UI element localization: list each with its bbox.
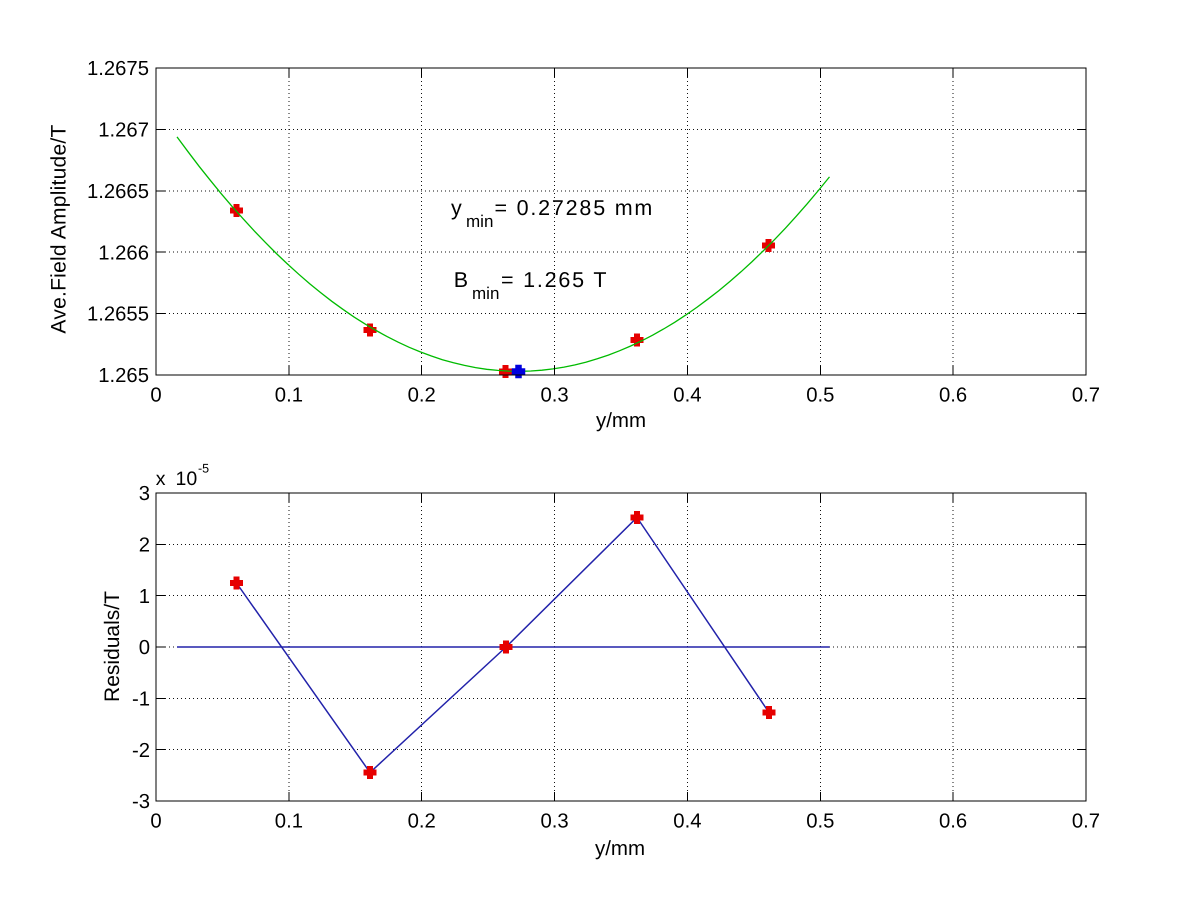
svg-text:0.3: 0.3 (540, 384, 568, 406)
svg-text:0.4: 0.4 (673, 811, 701, 833)
svg-text:0.4: 0.4 (673, 384, 701, 406)
svg-text:B: B (454, 268, 470, 292)
svg-text:y: y (451, 196, 464, 220)
svg-text:-1: -1 (132, 688, 150, 710)
svg-text:0.7: 0.7 (1072, 811, 1100, 833)
svg-text:1: 1 (139, 586, 150, 608)
svg-text:0.1: 0.1 (275, 811, 303, 833)
svg-text:10: 10 (176, 468, 198, 490)
svg-text:Ave.Field Amplitude/T: Ave.Field Amplitude/T (48, 124, 71, 333)
svg-text:Residuals/T: Residuals/T (101, 591, 124, 702)
svg-text:0.2: 0.2 (408, 811, 436, 833)
svg-text:1.2675: 1.2675 (87, 58, 149, 80)
svg-text:0.5: 0.5 (806, 811, 834, 833)
svg-text:x: x (156, 468, 166, 490)
svg-text:0.3: 0.3 (540, 811, 568, 833)
svg-text:= 1.265 T: = 1.265 T (501, 268, 608, 292)
svg-text:0.2: 0.2 (408, 384, 436, 406)
svg-text:0.1: 0.1 (275, 384, 303, 406)
svg-text:1.265: 1.265 (98, 365, 149, 387)
svg-text:-2: -2 (132, 740, 150, 762)
svg-text:= 0.27285 mm: = 0.27285 mm (495, 196, 655, 220)
svg-text:1.266: 1.266 (98, 242, 149, 264)
svg-text:1.2665: 1.2665 (87, 181, 149, 203)
svg-text:0.7: 0.7 (1072, 384, 1100, 406)
svg-text:y/mm: y/mm (596, 409, 646, 432)
svg-text:1.267: 1.267 (98, 120, 149, 142)
svg-text:-3: -3 (132, 791, 150, 813)
svg-text:y/mm: y/mm (595, 837, 645, 860)
svg-text:3: 3 (139, 483, 150, 505)
svg-text:2: 2 (139, 534, 150, 556)
svg-text:min: min (466, 212, 493, 231)
svg-text:-5: -5 (198, 462, 209, 476)
svg-text:0.5: 0.5 (806, 384, 834, 406)
svg-text:0: 0 (150, 811, 161, 833)
svg-text:0.6: 0.6 (939, 384, 967, 406)
svg-text:min: min (472, 284, 499, 303)
svg-text:0: 0 (139, 637, 150, 659)
svg-text:0.6: 0.6 (939, 811, 967, 833)
svg-text:1.2655: 1.2655 (87, 304, 149, 326)
svg-text:0: 0 (150, 384, 161, 406)
